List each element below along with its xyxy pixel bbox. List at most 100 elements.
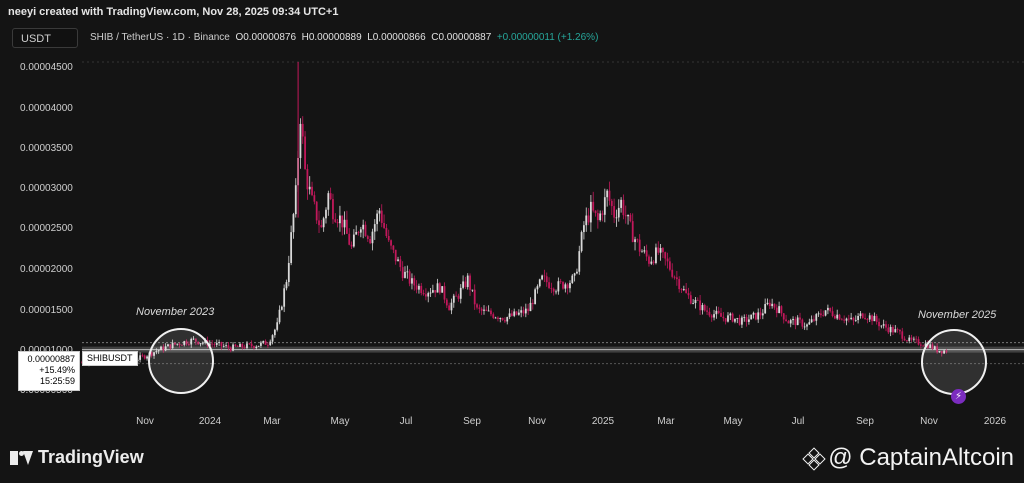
candle-body — [827, 307, 829, 311]
candle-body — [508, 313, 511, 318]
candle-body — [583, 225, 585, 233]
candle-body — [617, 207, 620, 218]
candle-body — [629, 214, 632, 222]
candle-body — [924, 343, 927, 347]
candle-body — [369, 238, 372, 244]
candle-body — [183, 341, 186, 345]
captainaltcoin-watermark: @ CaptainAltcoin — [802, 444, 1014, 472]
candle-body — [838, 314, 841, 320]
candle-body — [232, 344, 234, 351]
candle-body — [780, 306, 783, 314]
candle-body — [852, 317, 855, 321]
candle-body — [406, 271, 409, 273]
legend-symbol[interactable]: SHIB / TetherUS · 1D · Binance — [90, 32, 230, 43]
candle-body — [641, 251, 643, 253]
candle-body — [222, 345, 225, 347]
candle-body — [815, 314, 818, 321]
candle-body — [761, 313, 764, 316]
x-tick-label: Sep — [856, 416, 874, 427]
candle-body — [710, 315, 713, 318]
candle-body — [520, 310, 523, 313]
candle-body — [487, 310, 490, 312]
candle-body — [682, 289, 685, 290]
candle-body — [687, 293, 690, 296]
candle-body — [383, 222, 385, 228]
y-tick-label: 0.00002500 — [20, 223, 73, 234]
candle-body — [431, 290, 434, 293]
candle-body — [724, 318, 727, 322]
x-tick-label: Sep — [463, 416, 481, 427]
x-tick-label: Nov — [136, 416, 154, 427]
candle-body — [185, 341, 188, 345]
candle-body — [527, 308, 530, 312]
candle-body — [868, 315, 871, 320]
candle-body — [736, 317, 739, 319]
candle-body — [376, 213, 379, 225]
x-tick-label: 2026 — [983, 416, 1007, 427]
candle-body — [613, 206, 616, 218]
candle-body — [464, 281, 467, 288]
candle-body — [562, 281, 564, 289]
candle-body — [241, 343, 244, 348]
candle-body — [543, 275, 546, 277]
candle-body — [364, 224, 367, 237]
legend-close: C0.00000887 — [431, 32, 492, 43]
candle-body — [197, 341, 200, 345]
candle-body — [938, 351, 941, 353]
candle-body — [404, 271, 406, 278]
candle-body — [727, 315, 729, 322]
candle-body — [706, 310, 708, 312]
candle-body — [768, 302, 771, 307]
candle-body — [452, 295, 455, 303]
candle-body — [919, 344, 922, 346]
candle-body — [671, 269, 674, 277]
candle-body — [766, 302, 769, 305]
candle-countdown: 15:25:59 — [39, 376, 75, 386]
candle-body — [413, 278, 416, 286]
candle-body — [348, 233, 351, 245]
candle-body — [775, 307, 778, 313]
candle-body — [420, 285, 423, 294]
candle-body — [343, 219, 346, 228]
x-tick-label: Mar — [263, 416, 281, 427]
candle-body — [638, 239, 641, 252]
x-tick-label: 2024 — [198, 416, 222, 427]
candle-body — [778, 306, 781, 313]
candle-body — [227, 345, 230, 348]
candle-body — [785, 319, 787, 322]
candle-body — [315, 201, 318, 221]
candle-body — [929, 344, 932, 348]
y-tick-label: 0.00001500 — [20, 305, 73, 316]
candle-body — [178, 343, 181, 345]
candle-body — [253, 346, 255, 348]
candle-body — [273, 329, 276, 336]
candle-body — [290, 232, 293, 263]
currency-button[interactable]: USDT — [12, 28, 78, 48]
candle-body — [373, 224, 376, 232]
candle-body — [394, 249, 397, 262]
candle-body — [792, 318, 794, 321]
candle-body — [773, 303, 776, 308]
candle-body — [564, 284, 567, 289]
candle-body — [806, 324, 808, 327]
candle-body — [810, 319, 813, 323]
candle-body — [745, 317, 748, 322]
candle-body — [531, 302, 534, 305]
candle-body — [734, 318, 736, 322]
candle-body — [469, 275, 471, 290]
candle-body — [692, 303, 695, 304]
lightning-icon[interactable]: ⚡ — [951, 389, 966, 404]
candle-body — [566, 284, 569, 289]
candle-body — [471, 289, 474, 291]
candle-body — [657, 247, 660, 253]
candle-body — [799, 317, 801, 320]
candle-body — [306, 168, 309, 190]
candle-body — [141, 355, 144, 357]
candle-body — [715, 310, 718, 315]
candle-body — [220, 342, 223, 347]
candle-body — [750, 314, 753, 320]
candle-body — [436, 283, 439, 293]
candle-body — [578, 251, 581, 272]
annotation-november-2025: November 2025 — [918, 309, 997, 321]
